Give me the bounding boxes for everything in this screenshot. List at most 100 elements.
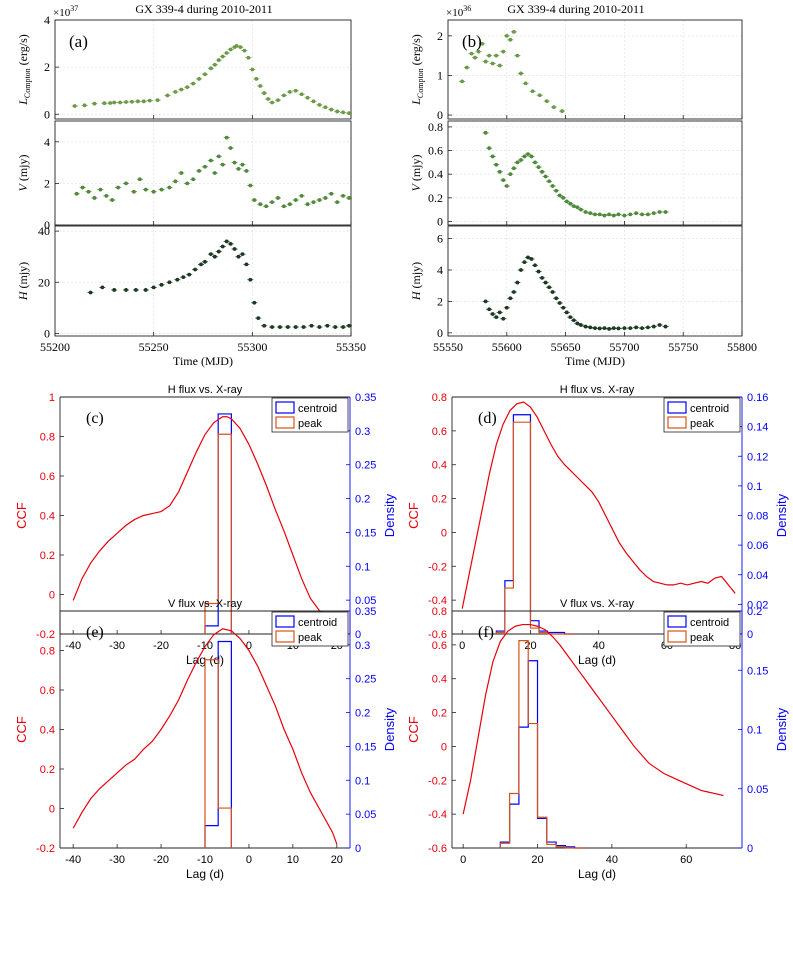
data-point: [232, 160, 237, 165]
data-point: [628, 326, 633, 331]
data-point: [575, 321, 580, 326]
legend-box: [663, 611, 741, 647]
y-right-tick-label: 0.04: [747, 570, 768, 582]
y-tick-label: 20: [38, 275, 50, 289]
data-point: [607, 212, 612, 217]
legend: centroid peak: [271, 611, 349, 647]
data-point: [323, 196, 328, 200]
x-tick-label: 0: [246, 640, 252, 652]
data-point: [212, 62, 217, 67]
data-point: [537, 93, 542, 98]
data-point: [293, 325, 298, 329]
data-point: [208, 66, 213, 71]
y-right-tick-label: 0.35: [355, 392, 376, 404]
y-label-symbol: V: [16, 183, 30, 192]
data-point: [578, 207, 583, 212]
y-right-tick-label: 0.08: [747, 511, 768, 523]
y-right-axis-label: Density: [774, 707, 789, 751]
data-point: [651, 211, 656, 216]
data-point: [515, 280, 520, 285]
y-right-tick-label: 0.35: [355, 606, 376, 618]
data-point: [143, 187, 148, 192]
y-axis-label: V (mjy): [16, 154, 30, 191]
data-point: [124, 288, 128, 292]
data-point: [155, 98, 160, 103]
y-right-axis-label: Density: [382, 493, 397, 537]
y-label-symbol: L: [16, 98, 30, 106]
data-point: [236, 254, 241, 259]
axes-frame: [54, 225, 352, 337]
y-left-tick-label: 0: [441, 741, 447, 753]
data-point: [244, 169, 249, 173]
x-axis-label: Lag (d): [186, 867, 224, 881]
y-left-tick-label: 0: [49, 590, 55, 602]
x-tick-label: 55250: [139, 340, 169, 354]
data-point: [266, 97, 271, 101]
y-right-tick-label: 0.2: [747, 606, 762, 618]
data-point: [238, 45, 243, 50]
data-point: [511, 290, 516, 294]
peak-histogram: [204, 659, 232, 848]
data-point: [544, 99, 549, 104]
data-point: [197, 169, 201, 173]
data-point: [258, 202, 263, 207]
data-point: [309, 323, 314, 328]
data-point: [490, 61, 495, 66]
y-right-axis-label: Density: [382, 707, 397, 751]
data-point: [543, 280, 548, 285]
data-point: [197, 77, 201, 81]
y-right-tick-label: 0.25: [355, 674, 376, 686]
data-point: [287, 89, 292, 94]
y-right-tick-label: 0.12: [747, 451, 768, 463]
data-point: [550, 184, 555, 188]
x-tick-label: 55650: [551, 340, 581, 354]
data-point: [575, 205, 580, 210]
x-tick-label: 55350: [336, 340, 366, 354]
y-axis-exponent: ×1036: [446, 4, 471, 19]
data-point: [607, 327, 612, 331]
x-tick-label: 20: [331, 854, 343, 866]
data-point: [179, 87, 184, 92]
x-tick-label: 60: [680, 854, 692, 866]
chart-title: H flux vs. X-ray: [168, 384, 243, 396]
data-point: [118, 100, 123, 105]
x-tick-label: 40: [593, 640, 605, 652]
data-point: [504, 305, 509, 310]
x-tick-label: 20: [524, 640, 536, 652]
y-left-axis-label: CCF: [406, 716, 421, 743]
data-point: [483, 59, 488, 64]
data-point: [583, 324, 588, 329]
data-point: [616, 326, 621, 331]
data-point: [568, 201, 573, 206]
data-point: [347, 323, 351, 328]
y-left-tick-label: 0.2: [432, 708, 447, 720]
data-point: [282, 204, 286, 209]
data-point: [529, 257, 534, 261]
data-point: [616, 212, 621, 217]
data-point: [250, 67, 255, 72]
x-tick-label: -20: [153, 640, 169, 652]
x-axis-label: Time (MJD): [173, 354, 233, 368]
data-point: [530, 89, 535, 94]
data-point: [508, 296, 513, 301]
data-point: [287, 202, 292, 207]
data-point: [181, 275, 186, 280]
data-point: [185, 181, 190, 186]
data-point: [323, 105, 328, 110]
legend-label-peak: peak: [690, 632, 714, 644]
x-axis-label: Lag (d): [578, 653, 616, 667]
data-point: [540, 169, 544, 174]
data-point: [159, 282, 164, 287]
ccf-line: [72, 416, 338, 623]
data-point: [92, 196, 97, 200]
data-point: [473, 55, 477, 60]
data-point: [536, 165, 541, 169]
data-point: [526, 255, 530, 260]
panel-b-light-curves: 0 1 2 LCompton (erg/s) ×1036 (b) 0 0.2 0.4 0.6 0.8…: [409, 4, 757, 368]
subplot-v: 0 0.2 0.4 0.6 0.8 V (mjy): [409, 120, 743, 228]
data-point: [487, 53, 492, 58]
data-point: [216, 249, 221, 254]
data-point: [132, 189, 136, 194]
data-point: [212, 171, 217, 175]
y-left-tick-label: -0.2: [36, 629, 55, 641]
